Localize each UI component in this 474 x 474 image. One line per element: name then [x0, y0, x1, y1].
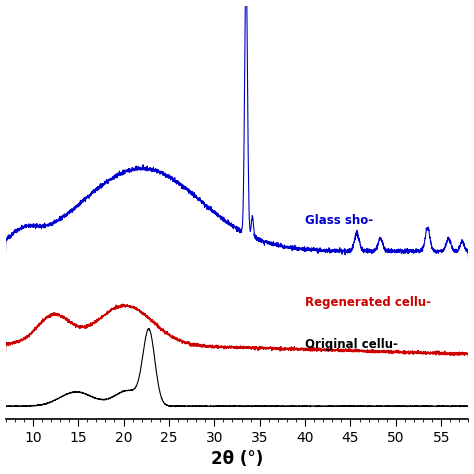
Text: Glass sho-: Glass sho-	[305, 214, 373, 227]
Text: Original cellu-: Original cellu-	[305, 337, 398, 351]
Text: Regenerated cellu-: Regenerated cellu-	[305, 296, 431, 309]
X-axis label: 2θ (°): 2θ (°)	[211, 450, 263, 468]
